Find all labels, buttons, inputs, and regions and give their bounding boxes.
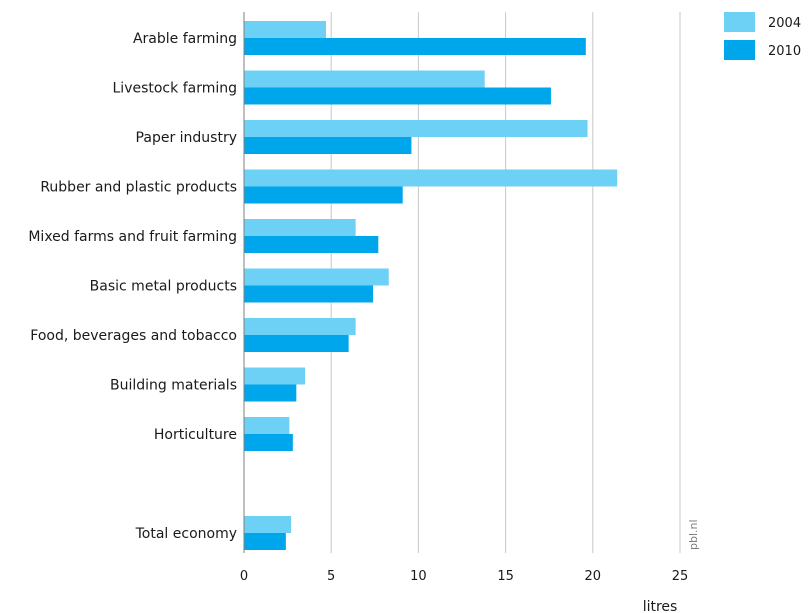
bar-2010-4	[244, 236, 379, 253]
bar-2010-7	[244, 384, 297, 402]
x-axis-label: litres	[643, 599, 678, 613]
bar-2010-0	[244, 38, 586, 55]
x-tick-label: 10	[410, 569, 427, 584]
bar-2004-3	[244, 169, 618, 187]
category-label: Mixed farms and fruit farming	[28, 229, 237, 245]
legend-label-2010: 2010	[768, 44, 801, 59]
bar-2010-2	[244, 137, 412, 154]
bar-2010-5	[244, 285, 374, 303]
bar-2010-3	[244, 186, 403, 204]
x-tick-label: 0	[240, 569, 248, 584]
bar-2004-4	[244, 219, 356, 236]
x-tick-label: 25	[672, 569, 689, 584]
bar-2010-9	[244, 533, 286, 550]
category-label: Building materials	[110, 378, 237, 394]
bar-2010-1	[244, 87, 551, 105]
category-label: Food, beverages and tobacco	[30, 328, 237, 344]
bar-2010-6	[244, 335, 349, 352]
bar-2004-2	[244, 120, 588, 137]
bar-2004-8	[244, 417, 290, 434]
legend-swatch-2004	[724, 12, 755, 32]
legend: 2004 2010	[724, 12, 801, 60]
legend-swatch-2010	[724, 40, 755, 60]
category-label: Horticulture	[154, 427, 237, 443]
bar-2004-7	[244, 367, 306, 385]
bar-2004-6	[244, 318, 356, 335]
category-label: Rubber and plastic products	[40, 180, 237, 196]
legend-label-2004: 2004	[768, 16, 801, 31]
bar-2004-1	[244, 70, 485, 88]
bars	[244, 21, 618, 550]
x-tick-labels: 0 5 10 15 20 25	[240, 569, 688, 584]
category-label: Paper industry	[136, 130, 237, 146]
bar-2004-9	[244, 516, 292, 533]
bar-2010-8	[244, 434, 293, 451]
source-watermark: pbl.nl	[687, 519, 700, 550]
bar-2004-5	[244, 268, 389, 286]
category-label: Arable farming	[133, 31, 237, 47]
x-tick-label: 15	[497, 569, 514, 584]
x-tick-label: 20	[585, 569, 602, 584]
category-label: Total economy	[135, 526, 237, 542]
category-labels: Arable farming Livestock farming Paper ind…	[28, 31, 237, 542]
bar-2004-0	[244, 21, 326, 38]
category-label: Livestock farming	[113, 81, 238, 97]
x-tick-label: 5	[327, 569, 335, 584]
category-label: Basic metal products	[90, 279, 237, 295]
